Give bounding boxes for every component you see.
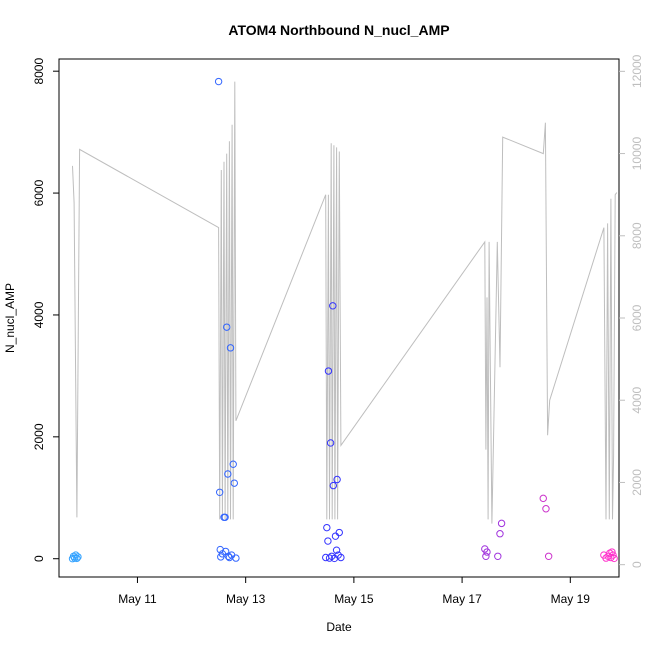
data-point: [496, 530, 504, 538]
line-series-path: [72, 81, 618, 524]
y-axis-left: 0 2000 4000 6000 8000: [32, 58, 59, 562]
y2-tick-label: 4000: [630, 387, 644, 414]
y-tick-label: 0: [32, 555, 46, 562]
data-point: [329, 481, 338, 490]
data-point: [333, 475, 341, 484]
data-point: [324, 367, 333, 375]
x-tick-label: May 11: [118, 592, 157, 606]
data-point: [325, 554, 334, 562]
data-point: [73, 554, 81, 563]
data-point: [497, 519, 506, 528]
data-point: [224, 552, 233, 560]
data-point: [542, 505, 550, 513]
data-point: [335, 528, 343, 537]
data-point: [482, 552, 490, 560]
point-series: [68, 77, 618, 563]
y-tick-label: 2000: [32, 423, 46, 450]
y-tick-label: 4000: [32, 301, 46, 328]
data-point: [230, 479, 239, 487]
y2-tick-label: 10000: [630, 137, 644, 171]
x-axis-label: Date: [326, 620, 352, 634]
line-series: [72, 81, 618, 524]
data-point: [214, 77, 223, 86]
data-point: [326, 439, 335, 447]
data-point: [226, 344, 235, 352]
data-point: [337, 553, 345, 562]
data-point: [608, 548, 616, 556]
data-point: [324, 537, 332, 545]
x-tick-label: May 15: [334, 592, 374, 606]
data-point: [229, 460, 237, 468]
data-point: [74, 553, 82, 561]
data-point: [494, 552, 502, 560]
y2-tick-label: 12000: [630, 54, 644, 88]
y-tick-label: 8000: [32, 58, 46, 85]
x-axis: May 11 May 13 May 15 May 17 May 19: [118, 577, 590, 606]
y2-tick-label: 0: [630, 561, 644, 568]
data-point: [72, 551, 80, 559]
x-tick-label: May 19: [551, 592, 591, 606]
data-point: [609, 551, 617, 559]
data-point: [331, 532, 340, 540]
data-point: [232, 554, 240, 562]
data-point: [539, 494, 547, 503]
data-point: [223, 323, 231, 331]
data-point: [329, 302, 337, 310]
x-tick-label: May 13: [226, 592, 266, 606]
data-point: [610, 554, 618, 563]
chart-title: ATOM4 Northbound N_nucl_AMP: [228, 22, 449, 38]
data-point: [607, 553, 615, 562]
data-point: [483, 548, 491, 556]
y2-tick-label: 6000: [630, 304, 644, 331]
y-tick-label: 6000: [32, 179, 46, 206]
data-point: [602, 554, 610, 562]
y-axis-right: 0 2000 4000 6000 8000 10000 12000: [619, 54, 644, 568]
y2-tick-label: 8000: [630, 222, 644, 249]
x-tick-label: May 17: [442, 592, 482, 606]
y2-tick-label: 2000: [630, 469, 644, 496]
y-axis-label: N_nucl_AMP: [3, 283, 17, 353]
data-point: [323, 523, 331, 532]
data-point: [221, 513, 229, 521]
data-point: [544, 552, 553, 560]
data-point: [215, 488, 224, 496]
data-point: [224, 470, 232, 478]
data-point: [332, 546, 341, 554]
